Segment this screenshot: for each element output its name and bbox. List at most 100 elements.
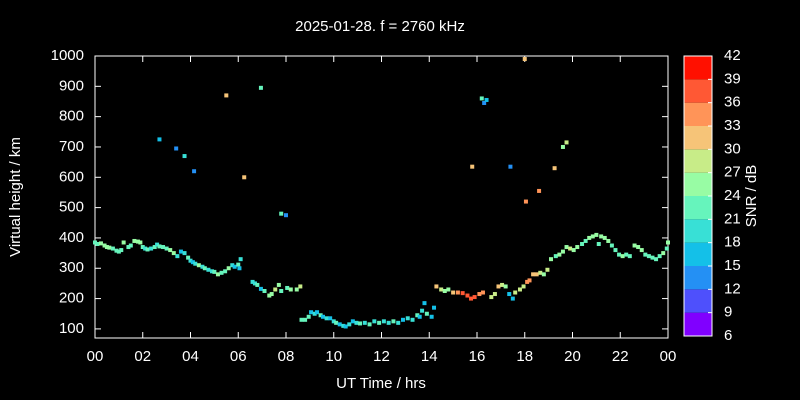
data-point xyxy=(171,251,176,256)
colorbar-tick-label: 42 xyxy=(724,47,741,64)
data-point xyxy=(557,252,562,257)
data-point xyxy=(230,263,235,268)
x-tick-label: 18 xyxy=(516,348,533,365)
data-point xyxy=(104,245,109,250)
data-point xyxy=(119,248,124,253)
data-point xyxy=(138,240,143,245)
data-point xyxy=(422,301,427,306)
data-point xyxy=(168,248,173,253)
data-point xyxy=(145,247,150,252)
data-point xyxy=(273,287,278,292)
data-point xyxy=(328,316,333,321)
data-point xyxy=(587,235,592,240)
data-point xyxy=(298,284,303,289)
data-point xyxy=(294,287,299,292)
data-point xyxy=(238,257,243,262)
data-point xyxy=(575,245,580,250)
data-point xyxy=(527,278,532,283)
data-point xyxy=(149,246,154,251)
data-point xyxy=(200,264,205,269)
data-point xyxy=(571,248,576,253)
colorbar-band xyxy=(684,56,712,80)
data-point xyxy=(594,232,599,237)
data-point xyxy=(212,269,217,274)
y-tick-label: 500 xyxy=(59,199,84,216)
colorbar-tick-label: 30 xyxy=(724,140,741,157)
data-point xyxy=(609,243,614,248)
x-tick-label: 00 xyxy=(660,348,677,365)
data-point xyxy=(152,245,157,250)
data-point xyxy=(192,169,197,174)
data-point xyxy=(496,284,501,289)
data-point xyxy=(602,235,607,240)
data-point xyxy=(93,240,97,245)
x-tick-label: 22 xyxy=(612,348,629,365)
data-point xyxy=(523,199,528,204)
data-point xyxy=(606,238,611,243)
data-point xyxy=(121,240,126,245)
data-point xyxy=(157,137,162,142)
data-point xyxy=(258,286,263,291)
data-point xyxy=(537,188,542,193)
data-point xyxy=(396,320,401,325)
colorbar-band xyxy=(684,196,712,220)
x-axis-label: UT Time / hrs xyxy=(336,375,426,392)
data-point xyxy=(250,279,255,284)
data-point xyxy=(341,323,346,328)
colorbar-tick-label: 9 xyxy=(724,304,732,321)
colorbar-band xyxy=(684,312,712,336)
data-point xyxy=(269,292,274,297)
data-point xyxy=(415,313,420,318)
data-point xyxy=(157,244,162,249)
y-axis-label: Virtual height / km xyxy=(7,137,24,257)
data-point xyxy=(126,245,131,250)
data-point xyxy=(560,144,565,149)
colorbar-tick-label: 18 xyxy=(724,234,741,251)
data-point xyxy=(343,324,348,329)
data-point xyxy=(306,314,311,319)
data-point xyxy=(143,246,148,251)
data-point xyxy=(590,234,595,239)
data-point xyxy=(258,85,263,90)
data-point xyxy=(442,289,447,293)
data-point xyxy=(354,320,359,325)
colorbar-label: SNR / dB xyxy=(743,165,760,228)
data-point xyxy=(215,272,220,277)
x-tick-label: 00 xyxy=(87,348,104,365)
data-point xyxy=(439,287,444,292)
data-point xyxy=(639,248,644,253)
data-point xyxy=(386,320,391,325)
data-point xyxy=(477,292,482,297)
data-point xyxy=(279,289,284,293)
data-point xyxy=(140,245,145,250)
colorbar-tick-label: 15 xyxy=(724,257,741,274)
data-point xyxy=(479,96,484,101)
data-point xyxy=(110,246,115,251)
data-point xyxy=(381,319,386,324)
data-point xyxy=(372,319,377,324)
data-point xyxy=(503,284,508,289)
data-point xyxy=(583,238,588,243)
x-tick-label: 08 xyxy=(278,348,295,365)
data-point xyxy=(337,322,342,327)
y-tick-label: 600 xyxy=(59,168,84,185)
data-point xyxy=(358,321,363,326)
data-point xyxy=(223,269,228,274)
colorbar-band xyxy=(684,102,712,126)
data-point xyxy=(237,266,242,271)
data-point xyxy=(650,255,655,260)
data-point xyxy=(525,279,530,284)
colorbar-tick-label: 6 xyxy=(724,327,732,344)
data-point xyxy=(252,281,257,286)
data-point xyxy=(178,249,183,254)
data-point xyxy=(312,311,317,316)
data-point xyxy=(552,166,557,171)
x-tick-label: 02 xyxy=(134,348,151,365)
data-point xyxy=(288,287,293,292)
y-tick-label: 400 xyxy=(59,229,84,246)
data-point xyxy=(657,254,662,259)
data-point xyxy=(309,310,314,315)
data-point xyxy=(664,246,669,251)
data-point xyxy=(206,267,211,272)
